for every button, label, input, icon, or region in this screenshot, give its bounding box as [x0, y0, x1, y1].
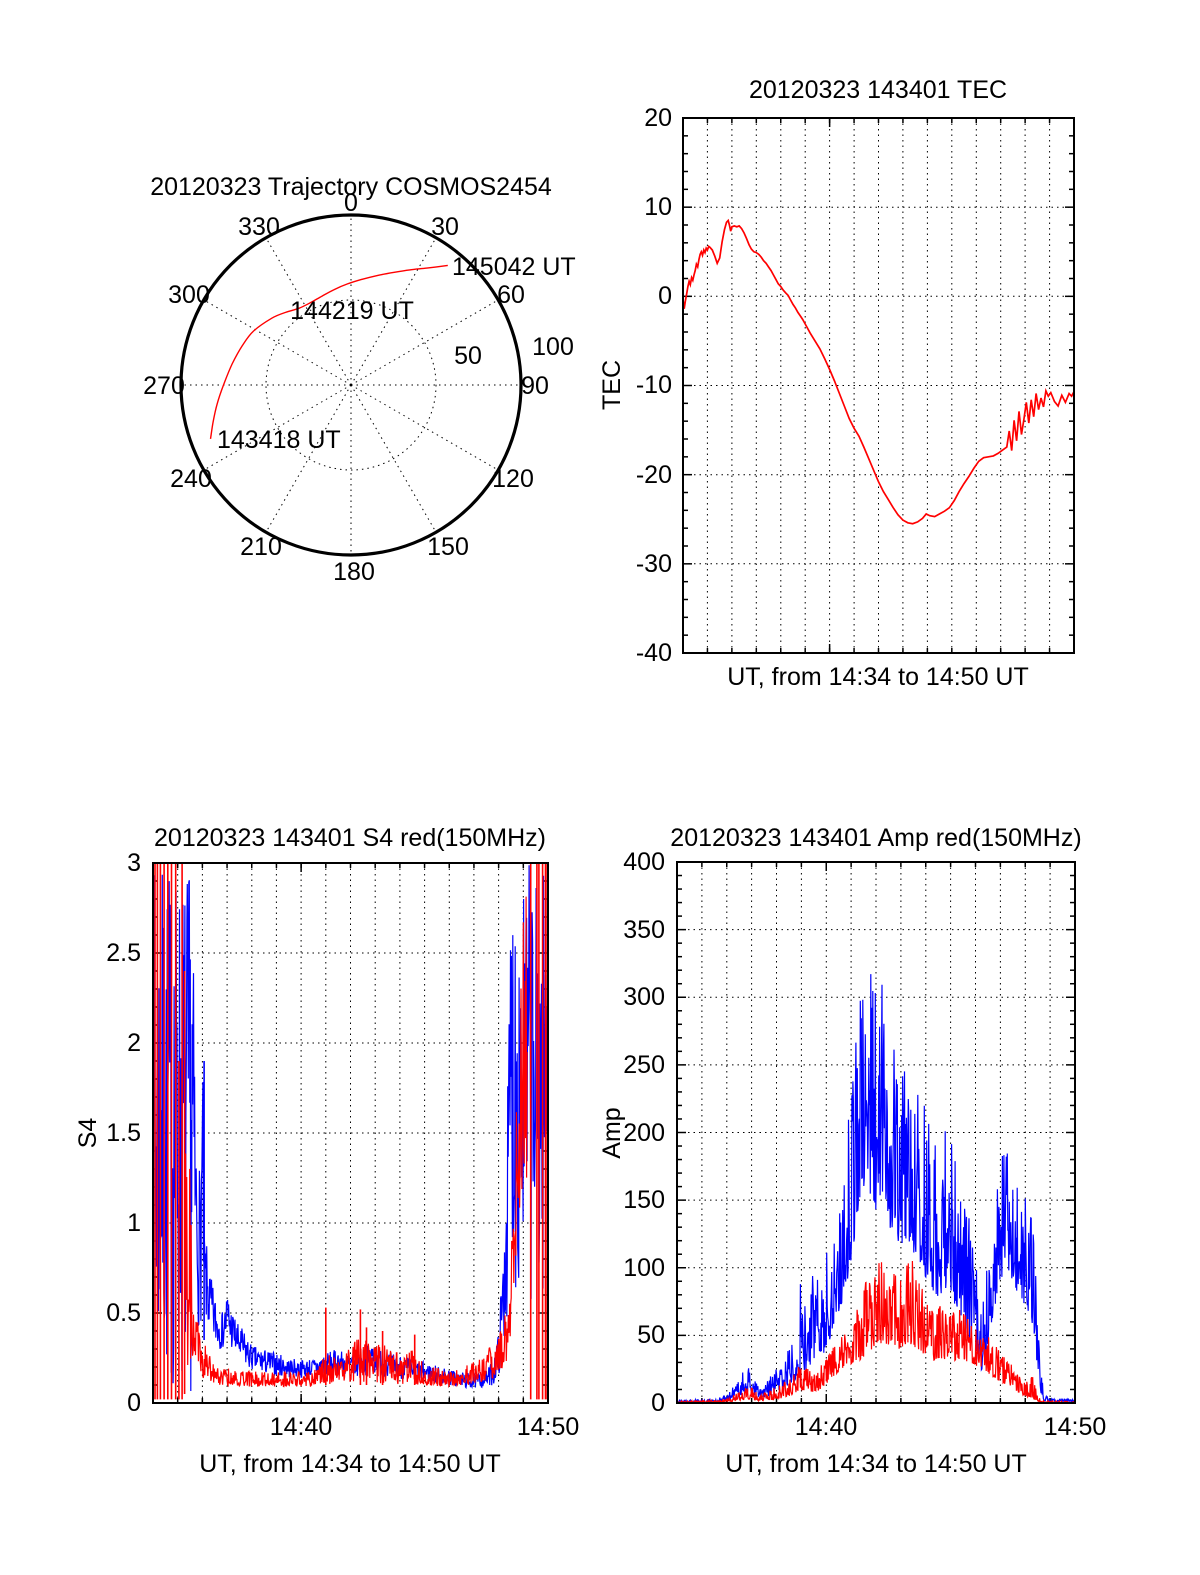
- azimuth-tick-0: 0: [344, 189, 358, 217]
- polar-spoke-gridline: [265, 237, 352, 386]
- amp-ytick: 150: [623, 1186, 665, 1214]
- tec-series-tec: [682, 218, 1075, 525]
- tec-ytick: -10: [636, 371, 672, 399]
- radial-tick-50: 50: [454, 342, 482, 370]
- amp-title: 20120323 143401 Amp red(150MHz): [670, 824, 1081, 852]
- tec-ytick: -20: [636, 461, 672, 489]
- amp-xlabel: UT, from 14:34 to 14:50 UT: [725, 1450, 1027, 1478]
- azimuth-tick-90: 90: [521, 372, 549, 400]
- azimuth-tick-30: 30: [431, 213, 459, 241]
- amp-series-blue: [677, 974, 1076, 1404]
- amp-ytick: 250: [623, 1051, 665, 1079]
- s4-ytick: 0: [127, 1389, 141, 1417]
- amp-ytick: 200: [623, 1119, 665, 1147]
- s4-ytick: 2: [127, 1029, 141, 1057]
- tec-ylabel: TEC: [598, 360, 626, 410]
- s4-ytick: 2.5: [106, 939, 141, 967]
- tec-ytick: -40: [636, 639, 672, 667]
- tec-axes-box: [682, 117, 1075, 654]
- polar-spoke-gridline: [350, 384, 499, 471]
- s4-ytick: 1: [127, 1209, 141, 1237]
- polar-spoke-gridline: [203, 384, 352, 471]
- s4-ytick: 1.5: [106, 1119, 141, 1147]
- azimuth-tick-120: 120: [492, 465, 534, 493]
- radial-tick-100: 100: [532, 333, 574, 361]
- amp-xtick-1450: 14:50: [1044, 1413, 1107, 1441]
- s4-title: 20120323 143401 S4 red(150MHz): [154, 824, 546, 852]
- polar-spoke-gridline: [265, 384, 352, 533]
- amp-panel: [676, 861, 1076, 1405]
- amp-ytick: 400: [623, 848, 665, 876]
- azimuth-tick-210: 210: [240, 533, 282, 561]
- amp-xtick-1440: 14:40: [795, 1413, 858, 1441]
- s4-axes-box: [152, 862, 549, 1404]
- azimuth-tick-330: 330: [238, 213, 280, 241]
- tec-panel: [682, 117, 1075, 654]
- azimuth-tick-150: 150: [427, 533, 469, 561]
- trajectory-time-label-end: 145042 UT: [452, 253, 576, 281]
- s4-series-red-150mhz-: [184, 896, 528, 1389]
- amp-ylabel: Amp: [598, 1107, 626, 1158]
- s4-ytick: 3: [127, 849, 141, 877]
- azimuth-tick-180: 180: [333, 558, 375, 586]
- s4-xtick-1440: 14:40: [270, 1413, 333, 1441]
- azimuth-tick-60: 60: [497, 281, 525, 309]
- trajectory-title: 20120323 Trajectory COSMOS2454: [150, 173, 552, 201]
- azimuth-tick-300: 300: [168, 281, 210, 309]
- trajectory-time-label-start: 143418 UT: [217, 426, 341, 454]
- azimuth-tick-270: 270: [143, 372, 185, 400]
- amp-ytick: 50: [637, 1321, 665, 1349]
- trajectory-polar-panel: [179, 213, 523, 557]
- s4-ylabel: S4: [74, 1118, 102, 1149]
- polar-outer-circle: [179, 213, 523, 557]
- amp-ytick: 350: [623, 916, 665, 944]
- trajectory-path: [209, 264, 448, 440]
- polar-ring-50-gridline: [265, 299, 437, 471]
- chart-paint-layer: [152, 117, 1076, 1405]
- trajectory-time-label-mid: 144219 UT: [290, 297, 414, 325]
- s4-xlabel: UT, from 14:34 to 14:50 UT: [199, 1450, 501, 1478]
- tec-xlabel: UT, from 14:34 to 14:50 UT: [727, 663, 1029, 691]
- polar-spoke-gridline: [350, 299, 499, 386]
- amp-ytick: 0: [651, 1389, 665, 1417]
- tec-ytick: -30: [636, 550, 672, 578]
- azimuth-tick-240: 240: [170, 465, 212, 493]
- amp-axes-box: [676, 861, 1076, 1404]
- polar-spoke-gridline: [203, 299, 352, 386]
- amp-ytick: 100: [623, 1254, 665, 1282]
- tec-ytick: 10: [644, 193, 672, 221]
- amp-ytick: 300: [623, 983, 665, 1011]
- polar-spoke-gridline: [350, 384, 437, 533]
- amp-series-red-150mhz-: [676, 1260, 1076, 1405]
- tec-title: 20120323 143401 TEC: [749, 76, 1007, 104]
- s4-ytick: 0.5: [106, 1299, 141, 1327]
- tec-ytick: 0: [658, 282, 672, 310]
- polar-spoke-gridline: [350, 237, 437, 386]
- tec-ytick: 20: [644, 104, 672, 132]
- s4-panel: [152, 862, 549, 1404]
- s4-xtick-1450: 14:50: [517, 1413, 580, 1441]
